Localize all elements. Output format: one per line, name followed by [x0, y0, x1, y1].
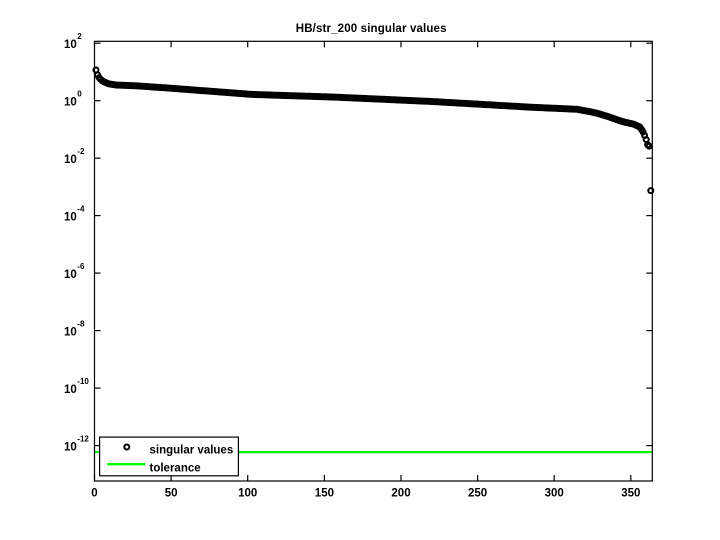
svg-text:-10: -10: [77, 377, 89, 386]
svg-text:singular values: singular values: [150, 445, 234, 457]
svg-text:100: 100: [238, 488, 257, 500]
svg-text:10: 10: [64, 97, 77, 109]
svg-text:10: 10: [64, 154, 77, 166]
svg-text:2: 2: [77, 32, 82, 41]
svg-text:-12: -12: [77, 434, 89, 443]
svg-text:10: 10: [64, 441, 77, 453]
svg-text:300: 300: [545, 488, 564, 500]
svg-text:350: 350: [621, 488, 640, 500]
svg-text:-2: -2: [77, 147, 85, 156]
svg-text:HB/str_200 singular values: HB/str_200 singular values: [296, 23, 447, 35]
svg-text:150: 150: [315, 488, 334, 500]
svg-text:10: 10: [64, 269, 77, 281]
svg-text:200: 200: [391, 488, 410, 500]
svg-text:0: 0: [91, 488, 97, 500]
svg-text:0: 0: [77, 90, 82, 99]
svg-text:250: 250: [468, 488, 487, 500]
svg-text:10: 10: [64, 326, 77, 338]
svg-text:10: 10: [64, 39, 77, 51]
svg-text:50: 50: [165, 488, 178, 500]
svg-text:-6: -6: [77, 262, 85, 271]
svg-text:-8: -8: [77, 319, 85, 328]
svg-text:10: 10: [64, 211, 77, 223]
svg-text:10: 10: [64, 384, 77, 396]
svg-text:-4: -4: [77, 204, 85, 213]
svg-text:tolerance: tolerance: [150, 462, 201, 474]
